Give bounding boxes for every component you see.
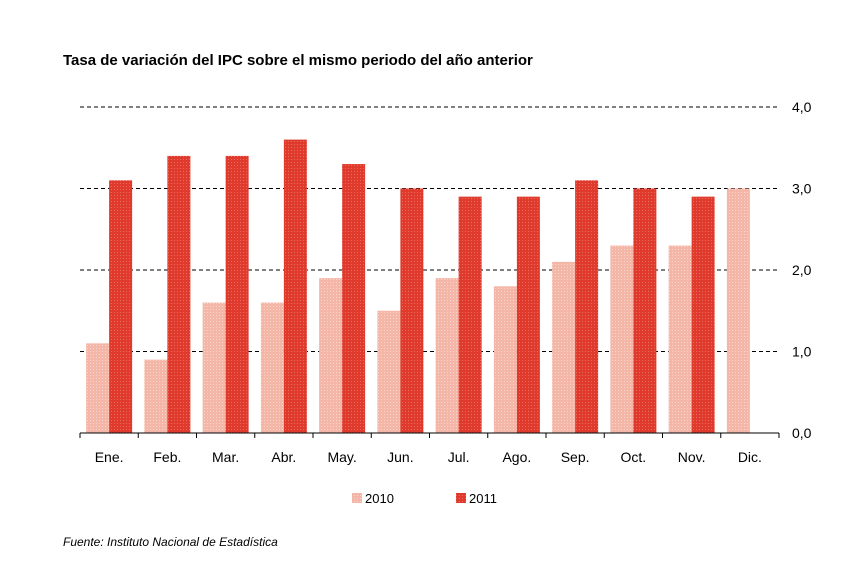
bar-2010-feb [144, 359, 168, 433]
bar-2010-oct [610, 245, 634, 433]
bar-2011-ago [516, 196, 540, 433]
x-tick-label: Ago. [502, 449, 531, 465]
x-tick-label: Dic. [738, 449, 762, 465]
legend-swatch-2010 [352, 493, 362, 503]
y-tick-label: 4,0 [792, 99, 812, 115]
y-tick-label: 2,0 [792, 262, 812, 278]
x-tick-label: Feb. [153, 449, 181, 465]
bar-2010-abr [260, 302, 284, 433]
legend-swatch-2011 [456, 493, 466, 503]
legend-label-2011: 2011 [469, 491, 497, 506]
y-tick-labels: 0,0 1,0 2,0 3,0 4,0 [792, 99, 812, 441]
source-note: Fuente: Instituto Nacional de Estadístic… [63, 535, 278, 549]
x-tick-label: Sep. [561, 449, 590, 465]
bar-2010-sep [552, 261, 576, 433]
bar-2011-nov [691, 196, 715, 433]
bars [79, 139, 780, 438]
bar-2010-ago [493, 286, 517, 433]
y-tick-label: 3,0 [792, 181, 812, 197]
bar-2010-ene [86, 343, 110, 433]
legend: 2010 2011 [352, 491, 497, 506]
y-tick-label: 0,0 [792, 425, 812, 441]
x-tick-label: Mar. [212, 449, 239, 465]
bar-2010-dic [726, 188, 750, 433]
x-tick-label: Jun. [387, 449, 413, 465]
x-tick-label: Nov. [678, 449, 706, 465]
legend-label-2010: 2010 [365, 491, 394, 506]
bar-2010-jul [435, 278, 459, 433]
bar-2011-abr [283, 139, 307, 433]
x-tick-label: May. [327, 449, 356, 465]
y-tick-label: 1,0 [792, 344, 812, 360]
bar-2011-oct [633, 188, 657, 433]
bar-2011-feb [167, 155, 191, 433]
bar-2011-ene [109, 180, 133, 433]
chart-title: Tasa de variación del IPC sobre el mismo… [63, 52, 533, 69]
x-tick-label: Abr. [271, 449, 296, 465]
bar-2011-may [342, 164, 366, 434]
x-tick-labels: Ene. Feb. Mar. Abr. May. Jun. Jul. Ago. Sep. Oct.… [95, 449, 762, 465]
bar-2010-nov [668, 245, 692, 433]
gridlines [80, 106, 779, 352]
bar-2011-sep [575, 180, 599, 433]
bar-2011-jul [458, 196, 482, 433]
bar-2010-mar [202, 302, 226, 433]
x-tick-label: Jul. [448, 449, 470, 465]
x-tick-label: Ene. [95, 449, 124, 465]
bar-2010-may [319, 278, 343, 433]
bar-2011-jun [400, 188, 424, 433]
bar-2011-mar [225, 155, 249, 433]
bar-2010-jun [377, 310, 401, 433]
x-tick-label: Oct. [621, 449, 647, 465]
